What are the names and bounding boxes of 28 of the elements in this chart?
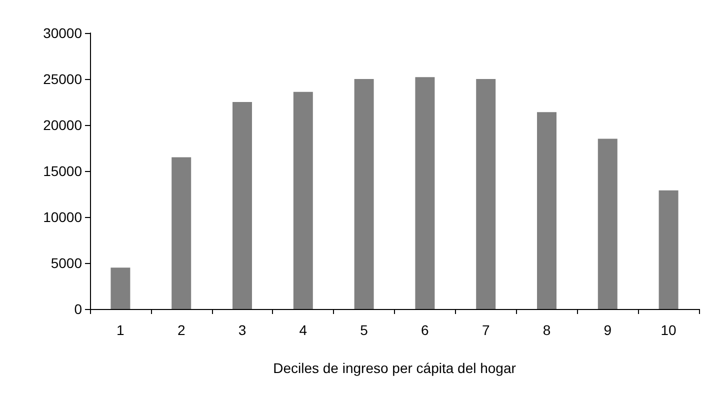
x-tick-label: 2 (177, 322, 186, 338)
x-tick-label: 5 (360, 322, 368, 338)
y-tick-label: 15000 (43, 163, 82, 179)
bar (172, 157, 192, 309)
x-tick-label: 3 (238, 322, 246, 338)
bar (415, 77, 435, 309)
y-tick-label: 5000 (50, 255, 82, 271)
bar (476, 79, 496, 309)
x-axis-title: Deciles de ingreso per cápita del hogar (273, 360, 516, 376)
x-tick-label: 10 (660, 322, 677, 338)
x-tick-label: 6 (421, 322, 430, 338)
x-tick-label: 9 (604, 322, 612, 338)
y-tick-label: 0 (74, 301, 82, 317)
bar (110, 268, 130, 309)
bar (598, 138, 618, 309)
bar (537, 112, 556, 309)
y-tick-label: 10000 (43, 209, 82, 225)
x-tick-label: 4 (299, 322, 308, 338)
y-tick-label: 20000 (43, 117, 82, 133)
bar (658, 190, 678, 309)
x-tick-label: 1 (116, 322, 125, 338)
bar (354, 79, 374, 309)
x-tick-label: 8 (542, 322, 551, 338)
y-tick-label: 25000 (43, 71, 82, 87)
y-tick-label: 30000 (43, 25, 82, 41)
bar (293, 92, 313, 309)
bar (232, 102, 252, 309)
x-tick-label: 7 (482, 322, 490, 338)
